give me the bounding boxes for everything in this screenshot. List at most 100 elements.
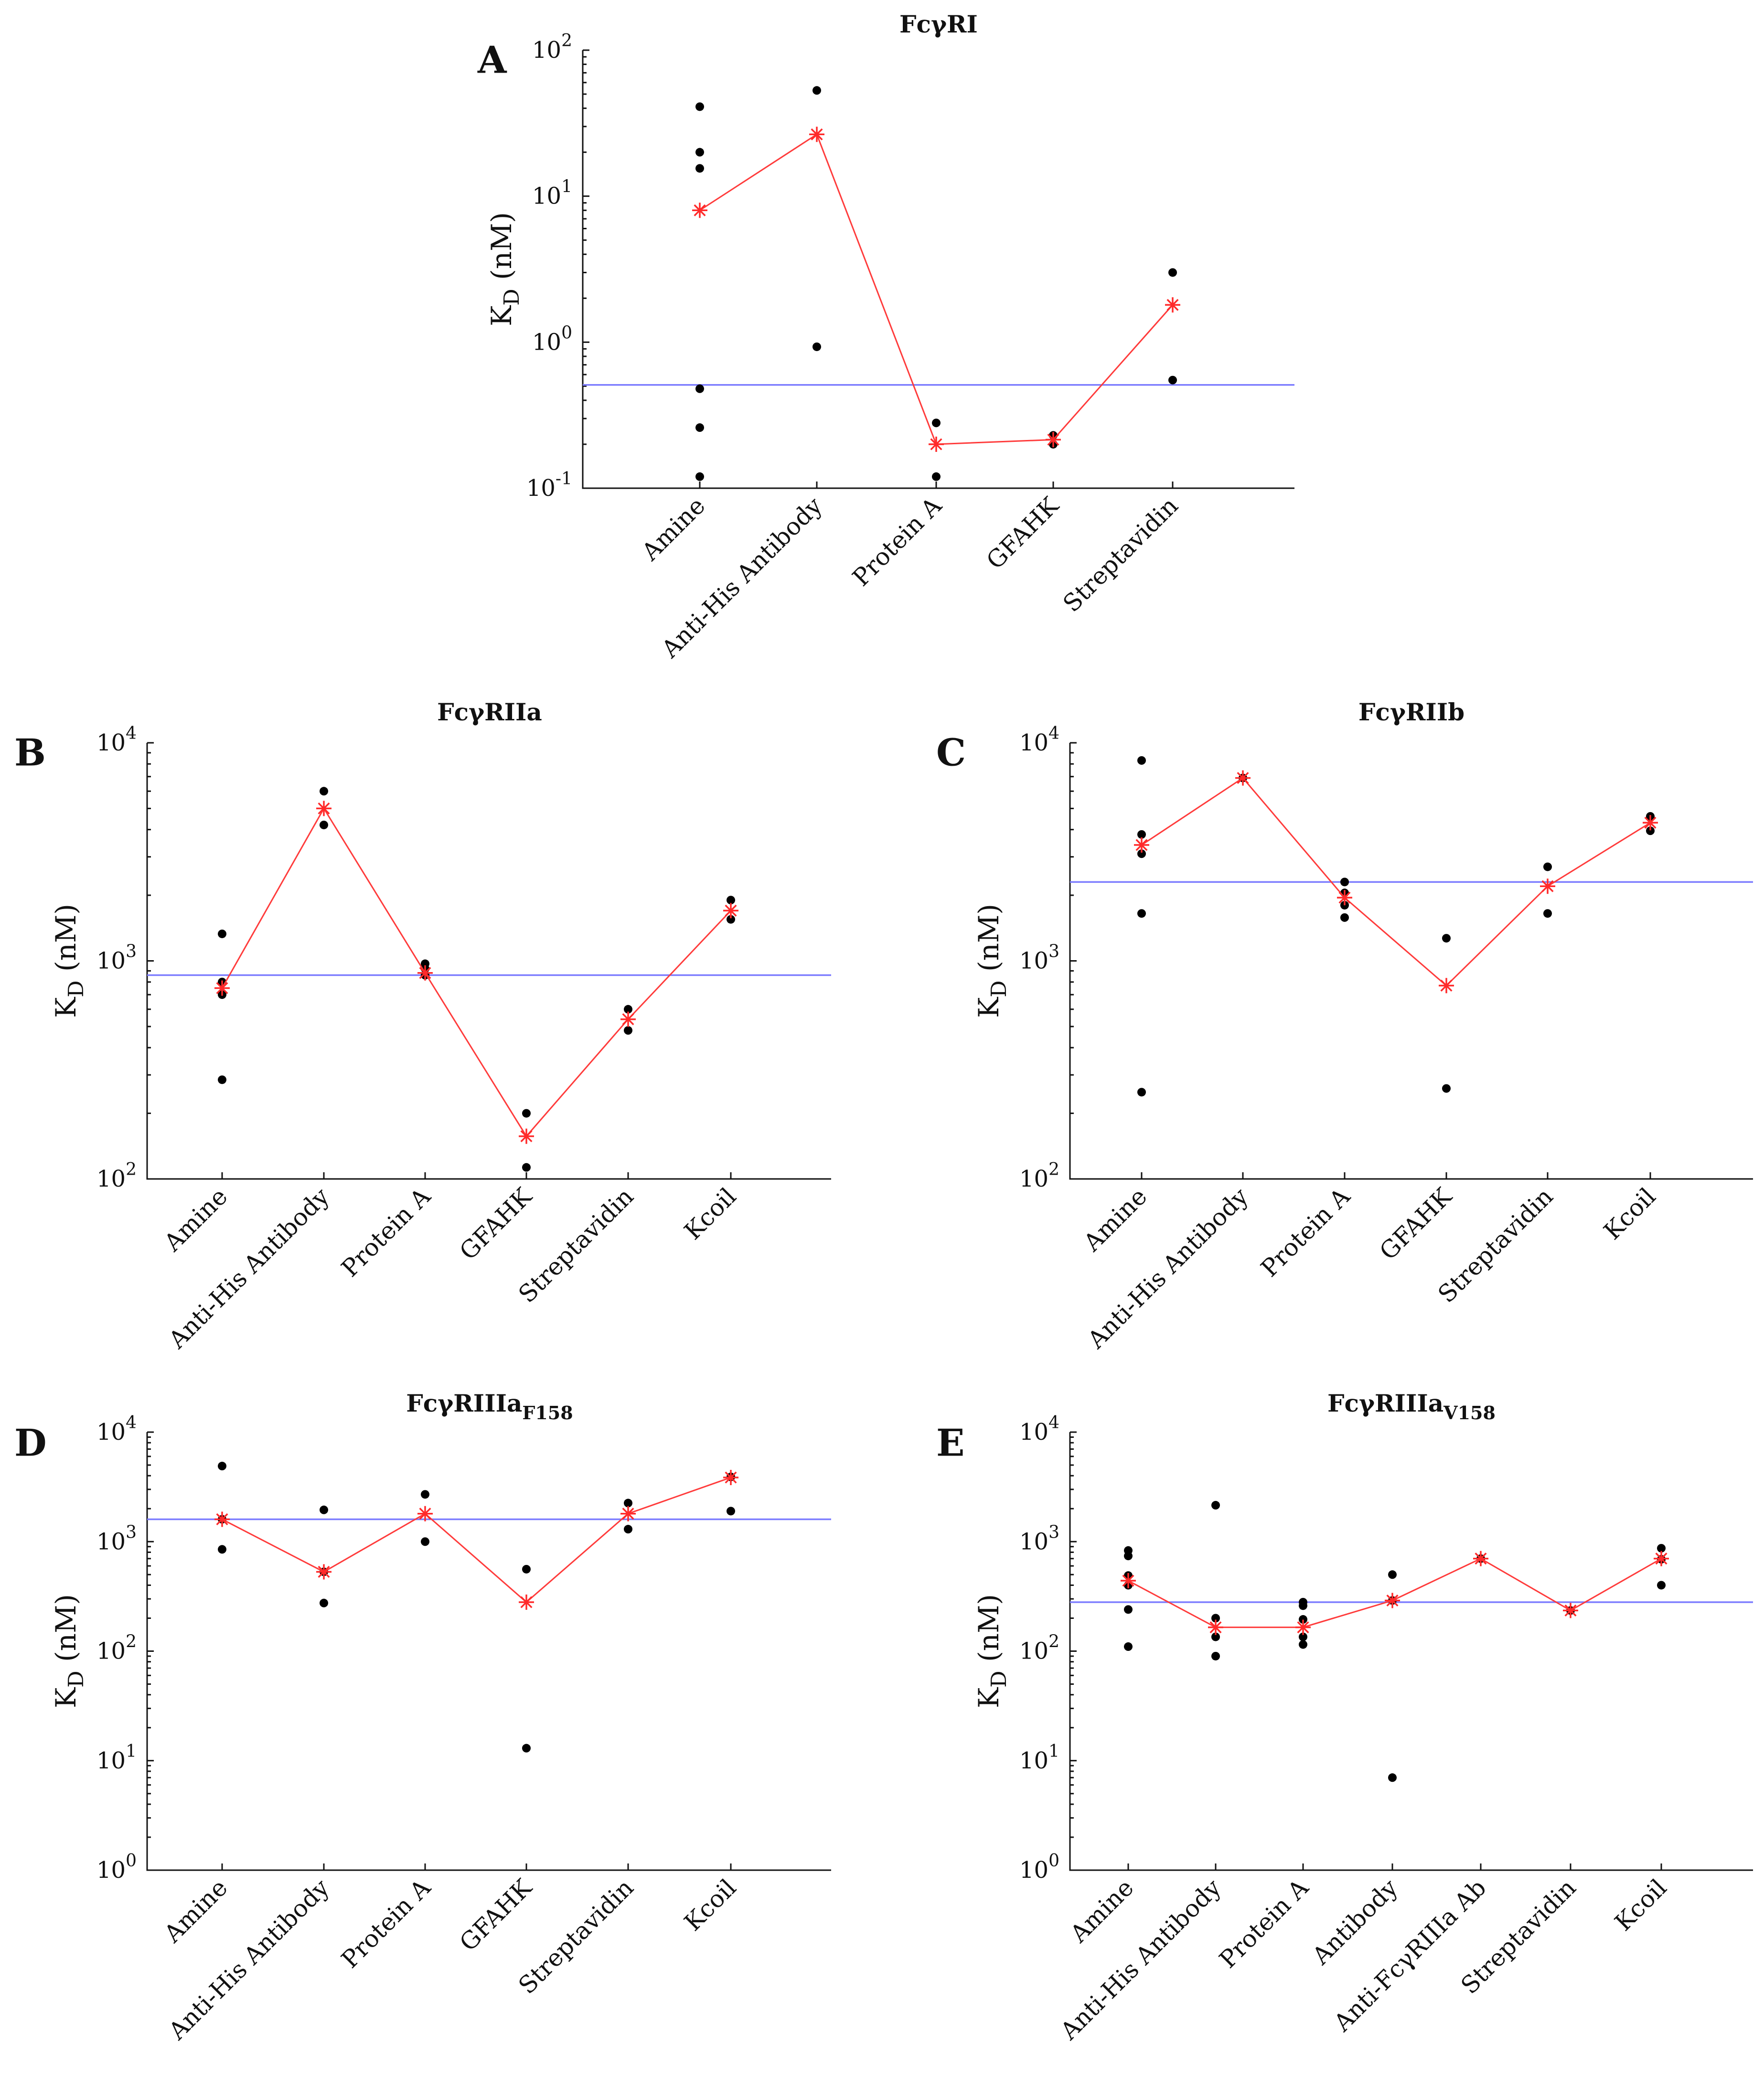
panel-a-category-label-0: Amine	[636, 492, 711, 566]
panel-b-ytick-label-0: 102	[96, 1160, 137, 1192]
panel-b-category-label-2: Protein A	[336, 1182, 437, 1283]
panel-e-mean-marker-4	[1473, 1551, 1488, 1566]
panel-e-mean-marker-6	[1654, 1551, 1669, 1566]
panel-b-ylabel: KD (nM)	[50, 904, 88, 1018]
panel-e-ytick-label-3: 103	[1019, 1522, 1059, 1555]
panel-b-point-1-1	[320, 820, 328, 829]
panel-e-mean-marker-0	[1121, 1573, 1136, 1588]
panel-a-ytick-label-0: 10-1	[526, 469, 572, 502]
panel-d-category-label-3: GFAHK	[454, 1873, 538, 1957]
panel-c-point-4-0	[1543, 862, 1552, 871]
panel-a-point-1-1	[813, 342, 821, 351]
panel-d-ytick-label-4: 104	[96, 1413, 137, 1445]
panel-c-ytick-label-0: 102	[1019, 1160, 1059, 1192]
panel-b-category-label-5: Kcoil	[679, 1182, 741, 1245]
panel-e: E FcγRIIIaV158 100 101 102 103 104 KD (nM) Amine…	[936, 1389, 1753, 2045]
panel-e-ytick-label-1: 101	[1019, 1742, 1059, 1774]
panel-a-point-4-0	[1168, 268, 1177, 277]
panel-b-title: FcγRIIa	[437, 698, 542, 726]
panel-e-category-label-4: Anti-FcγRIIIa Ab	[1328, 1874, 1492, 2037]
panel-d-category-label-5: Kcoil	[679, 1874, 741, 1936]
panel-e-mean-marker-1	[1208, 1619, 1223, 1635]
panel-e-point-0-5	[1124, 1642, 1133, 1651]
panel-b-mean-marker-1	[316, 801, 331, 816]
panel-b-mean-line	[221, 807, 732, 1138]
panel-a-mean-marker-2	[929, 437, 944, 452]
panel-e-ytick-label-4: 104	[1019, 1413, 1059, 1445]
panel-c-mean-marker-1	[1235, 770, 1251, 786]
panel-c-ylabel: KD (nM)	[973, 904, 1011, 1018]
panel-d-title-subscript: F158	[522, 1402, 573, 1424]
panel-a-ylabel: KD (nM)	[485, 212, 524, 326]
panel-a-point-1-0	[813, 86, 821, 95]
panel-d-point-1-2	[320, 1598, 328, 1607]
panel-c-ytick-label-2: 104	[1019, 724, 1059, 756]
panel-b-category-label-0: Amine	[159, 1182, 233, 1257]
panel-b-point-4-0	[624, 1005, 632, 1014]
panel-e-point-2-4	[1299, 1640, 1307, 1649]
panel-e-point-2-2	[1299, 1615, 1307, 1624]
panel-d-point-0-0	[218, 1462, 226, 1471]
panel-a-category-label-2: Protein A	[847, 492, 948, 592]
panel-e-ytick-label-0: 100	[1019, 1851, 1059, 1884]
panel-d-ylabel: KD (nM)	[50, 1594, 88, 1708]
panel-a-letter: A	[477, 39, 507, 82]
panel-d-category-label-2: Protein A	[336, 1874, 437, 1974]
panel-e-category-label-6: Kcoil	[1609, 1874, 1672, 1936]
panel-a-mean-line	[699, 133, 1174, 445]
panel-e-category-label-1: Anti-His Antibody	[1055, 1874, 1227, 2045]
panel-a-point-0-4	[695, 423, 704, 432]
panel-d-point-1-0	[320, 1505, 328, 1514]
panel-a-point-0-5	[695, 472, 704, 481]
panel-a-title: FcγRI	[899, 10, 978, 38]
panel-c-point-3-0	[1442, 934, 1451, 943]
panel-c-mean-marker-2	[1337, 890, 1352, 906]
panel-b-point-0-0	[218, 929, 226, 938]
panel-b-axes	[146, 743, 831, 1180]
panel-c-ytick-label-1: 103	[1019, 942, 1059, 974]
panel-d-ytick-label-3: 103	[96, 1522, 137, 1555]
panel-d-mean-line	[222, 1477, 731, 1603]
panel-b-mean-marker-3	[519, 1128, 534, 1144]
panel-a-ytick-label-2: 101	[532, 177, 572, 210]
panel-b-point-4-1	[624, 1026, 632, 1035]
panel-d-point-3-0	[522, 1564, 531, 1574]
panel-d-title: FcγRIIIaF158	[406, 1389, 573, 1424]
panel-c-mean-marker-3	[1439, 978, 1454, 994]
panel-c-point-2-3	[1340, 913, 1349, 922]
panel-e-point-3-0	[1388, 1570, 1397, 1579]
panel-c-axes	[1069, 743, 1753, 1180]
panel-e-mean-marker-5	[1563, 1603, 1578, 1618]
panel-d-mean-marker-5	[723, 1470, 738, 1485]
panel-d-point-4-0	[624, 1499, 632, 1508]
panel-a-point-2-0	[932, 418, 941, 428]
panel-d-point-2-0	[421, 1490, 429, 1499]
panel-d-point-2-1	[421, 1537, 429, 1546]
panel-a-point-0-1	[695, 148, 704, 157]
panel-d-mean-marker-4	[620, 1506, 636, 1521]
panel-c-category-label-2: Protein A	[1256, 1182, 1356, 1283]
panel-c-mean-marker-4	[1540, 878, 1555, 894]
panel-c-point-0-0	[1137, 756, 1146, 765]
panel-d-ytick-label-2: 102	[96, 1632, 137, 1665]
panel-e-title: FcγRIIIaV158	[1327, 1389, 1496, 1424]
panel-e-point-1-2	[1211, 1632, 1220, 1641]
panel-e-mean-line	[1128, 1558, 1662, 1628]
panel-e-mean-marker-2	[1295, 1619, 1311, 1635]
panel-b-point-1-0	[320, 787, 328, 796]
panel-e-axes	[1069, 1432, 1753, 1871]
panel-c-point-0-1	[1137, 830, 1146, 839]
panel-d-mean-marker-0	[214, 1511, 230, 1527]
panel-e-point-6-0	[1657, 1544, 1666, 1553]
panel-d-point-0-2	[218, 1545, 226, 1554]
panel-b-point-3-0	[522, 1109, 531, 1118]
panel-b-mean-marker-2	[417, 965, 433, 981]
panel-e-category-label-2: Protein A	[1214, 1874, 1315, 1974]
panel-c-point-0-3	[1137, 909, 1146, 918]
panel-e-point-2-3	[1299, 1632, 1307, 1641]
panel-c-point-2-0	[1340, 878, 1349, 887]
panel-e-category-label-3: Antibody	[1306, 1874, 1403, 1970]
